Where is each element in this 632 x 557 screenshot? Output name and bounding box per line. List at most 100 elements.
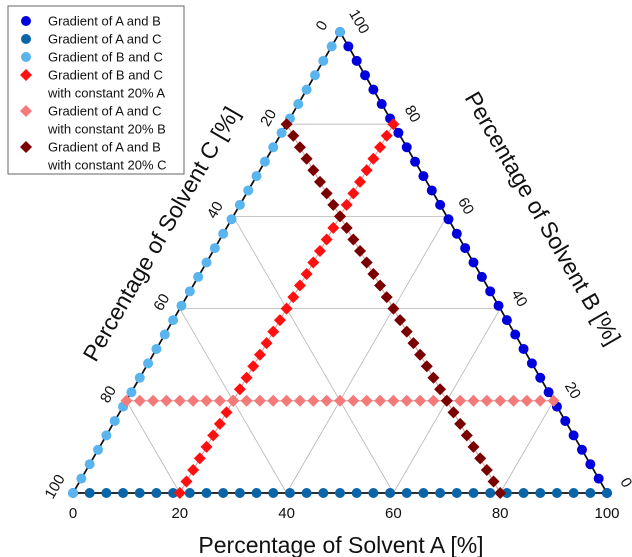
series-3-point-25: [276, 127, 287, 138]
axis-title-a: Percentage of Solvent A [%]: [198, 532, 483, 557]
grid-line-a-40: [286, 216, 448, 494]
series-3-point-3: [93, 444, 104, 455]
series-1-point-20: [501, 315, 512, 326]
series-3-point-21: [243, 185, 254, 196]
series-6-point-19: [407, 337, 420, 350]
series-6-point-5: [313, 175, 326, 188]
series-4-point-5: [207, 429, 220, 442]
series-5-point-7: [213, 394, 226, 407]
series-1-point-30: [585, 459, 596, 470]
series-4-point-9: [233, 383, 246, 396]
series-5-point-9: [240, 394, 253, 407]
series-1-point-31: [593, 473, 604, 484]
legend-marker-3: [21, 52, 31, 62]
series-1-point-8: [401, 142, 412, 153]
series-1-point-29: [576, 444, 587, 455]
series-5-point-26: [467, 394, 480, 407]
series-4-point-16: [280, 302, 293, 315]
legend-label-5-line2: with constant 20% B: [47, 122, 166, 137]
series-1-point-19: [493, 300, 504, 311]
series-6-point-21: [420, 360, 433, 373]
series-4-point-28: [360, 164, 373, 177]
series-5-point-32: [547, 394, 560, 407]
series-3-point-7: [126, 387, 137, 398]
legend-box: [7, 5, 185, 175]
series-2-point-14: [301, 488, 312, 498]
legend-marker-1: [21, 16, 31, 26]
series-2-point-27: [518, 488, 529, 498]
series-4-point-13: [260, 337, 273, 350]
tick-c-80: 80: [97, 383, 120, 406]
series-6-point-31: [487, 475, 500, 488]
series-1-point-2: [351, 55, 362, 66]
series-6-point-25: [447, 406, 460, 419]
series-2-point-6: [168, 488, 179, 498]
series-2-point-13: [284, 488, 295, 498]
grid-line-a-80: [499, 400, 554, 494]
series-6-point-26: [454, 417, 467, 430]
series-6-point-16: [387, 302, 400, 315]
tick-a-80: 80: [492, 505, 509, 522]
series-5-point-23: [427, 394, 440, 407]
series-1-point-16: [468, 257, 479, 268]
series-2-point-8: [201, 488, 212, 498]
series-3-point-27: [293, 99, 304, 110]
series-3-point-30: [318, 55, 329, 66]
data-markers: [68, 27, 612, 499]
series-5-point-31: [534, 394, 547, 407]
series-3-point-9: [143, 358, 154, 369]
series-6-point-1: [287, 129, 300, 142]
series-3-point-17: [209, 243, 220, 254]
series-5-point-30: [520, 394, 533, 407]
series-5-point-20: [387, 394, 400, 407]
series-4-point-26: [347, 187, 360, 200]
grid-line-c-80: [126, 400, 181, 494]
series-6-point-6: [320, 187, 333, 200]
series-6-point-15: [380, 291, 393, 304]
series-5-point-27: [480, 394, 493, 407]
tick-c-0: 0: [313, 18, 332, 34]
series-5-point-16: [334, 394, 346, 407]
series-6-point-12: [360, 256, 373, 269]
series-1-point-18: [485, 286, 496, 297]
series-3-point-4: [101, 430, 112, 441]
series-6-point-0: [280, 118, 293, 131]
series-5-point-13: [293, 394, 306, 407]
series-6-point-7: [327, 198, 340, 211]
tick-c-40: 40: [204, 199, 227, 222]
series-3-point-8: [134, 372, 145, 383]
series-4-point-11: [247, 360, 260, 373]
series-4-point-32: [387, 118, 400, 131]
series-2-point-29: [551, 488, 562, 498]
series-1-point-28: [568, 430, 579, 441]
series-1-point-27: [560, 415, 571, 426]
tick-a-20: 20: [171, 505, 188, 522]
series-4-point-0: [173, 487, 186, 499]
tick-b-60: 60: [454, 195, 477, 218]
tick-b-80: 80: [401, 102, 424, 125]
series-5-point-10: [253, 394, 266, 407]
series-5-point-2: [147, 394, 160, 407]
series-6-point-8: [334, 210, 346, 223]
series-2-point-31: [585, 488, 596, 498]
series-5-point-17: [347, 394, 360, 407]
series-3-point-2: [84, 459, 95, 470]
series-1-point-21: [510, 329, 521, 340]
series-4-point-14: [267, 325, 280, 338]
series-1-point-4: [368, 84, 379, 95]
tick-c-100: 100: [41, 472, 68, 502]
grid-line-c-40: [232, 216, 394, 494]
series-3-point-20: [234, 199, 245, 210]
series-3-point-5: [109, 415, 120, 426]
series-1-point-22: [518, 343, 529, 354]
series-1-point-5: [376, 99, 387, 110]
series-4-point-29: [367, 152, 380, 165]
series-2-point-15: [318, 488, 329, 498]
series-5-point-0: [120, 394, 133, 407]
series-6-point-22: [427, 371, 440, 384]
tick-b-40: 40: [508, 287, 531, 310]
series-4-point-17: [287, 291, 300, 304]
series-4-point-30: [374, 141, 387, 154]
series-4-point-15: [273, 314, 286, 327]
series-2-point-16: [335, 488, 345, 498]
